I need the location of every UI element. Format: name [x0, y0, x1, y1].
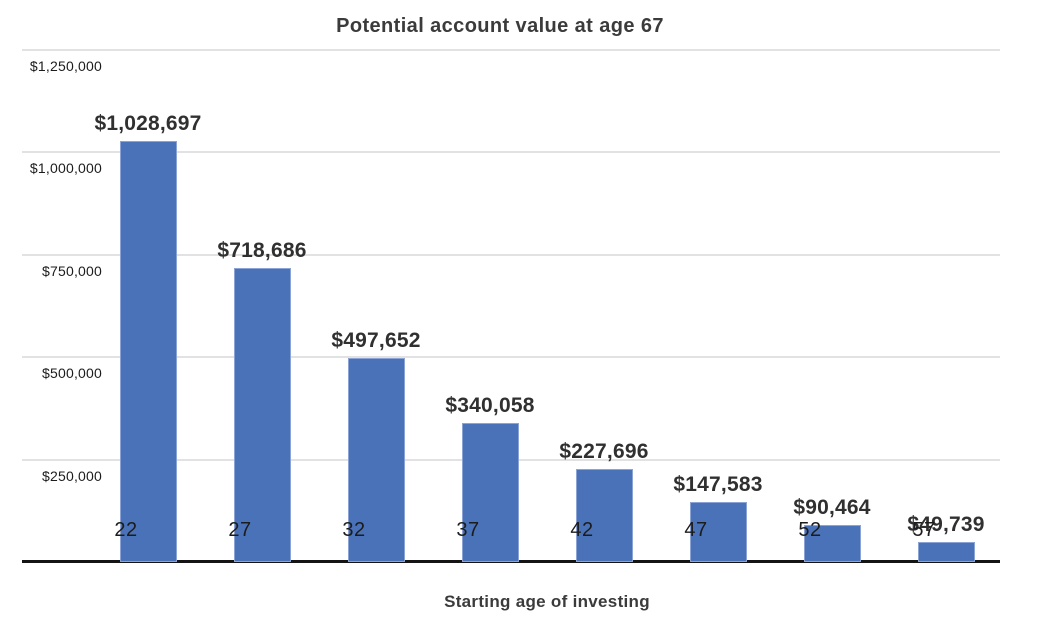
chart-title: Potential account value at age 67: [336, 15, 664, 37]
bar: [689, 501, 747, 562]
x-axis-tick-label: 57: [912, 519, 936, 541]
x-axis-tick-label: 27: [228, 519, 252, 541]
bar-value-label: $497,652: [331, 329, 421, 353]
bars-row: $1,028,697 $718,686 $497,652 $340,058 $227,6…: [91, 50, 1003, 562]
y-gridline: [22, 151, 1000, 154]
bar-value-label: $90,464: [793, 495, 871, 519]
bar-slot: $1,028,697: [91, 50, 205, 562]
bar-slot: $340,058: [433, 50, 547, 562]
x-axis-tick-label: 32: [342, 519, 366, 541]
bar-value-label: $340,058: [445, 393, 535, 417]
bar-slot: $147,583: [661, 50, 775, 562]
bar-slot: $497,652: [319, 50, 433, 562]
x-axis-labels-row: 22 27 32 37 42 47 52 57: [69, 519, 981, 542]
bar: [917, 541, 975, 562]
x-axis-title: Starting age of investing: [444, 592, 650, 611]
bar-value-label: $49,739: [907, 512, 985, 536]
x-axis-tick-label: 37: [456, 519, 480, 541]
y-axis-tick-label: $250,000: [42, 467, 102, 484]
x-axis-tick-label: 52: [798, 519, 822, 541]
x-axis-tick-label: 47: [684, 519, 708, 541]
bar: [347, 358, 405, 562]
y-gridline: [22, 356, 1000, 359]
bar: [461, 422, 519, 562]
y-gridline: [22, 253, 1000, 256]
bar: [803, 524, 861, 562]
x-axis-tick-label: 42: [570, 519, 594, 541]
y-gridline: [22, 49, 1000, 51]
y-axis-tick-label: $1,000,000: [29, 160, 102, 177]
bar-slot: $227,696: [547, 50, 661, 562]
y-axis-tick-label: $750,000: [42, 262, 102, 279]
y-axis-tick-label: $1,250,000: [29, 58, 102, 74]
plot-area: $1,250,000 $1,000,000 $750,000 $500,000 $250…: [22, 49, 1003, 563]
x-axis-tick-label: 22: [114, 519, 138, 541]
bar-value-label: $718,686: [217, 238, 307, 262]
bar-slot: $90,464: [775, 50, 889, 562]
bar-value-label: $227,696: [559, 439, 649, 463]
bar: [119, 140, 177, 562]
bar: [575, 468, 633, 562]
bar: [233, 267, 291, 562]
bar-value-label: $1,028,697: [94, 111, 202, 135]
bar-slot: $718,686: [205, 50, 319, 562]
bar-slot: $49,739: [889, 50, 1003, 562]
bar-value-label: $147,583: [673, 472, 763, 496]
y-axis-tick-label: $500,000: [42, 365, 102, 382]
